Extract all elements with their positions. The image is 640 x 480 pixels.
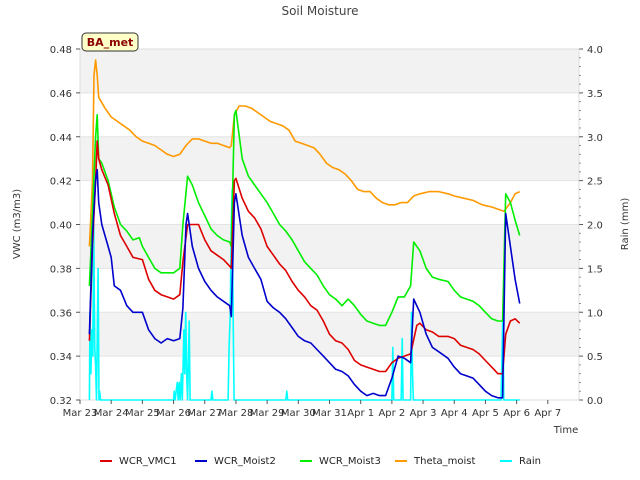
y-tick-label: 0.40 — [50, 221, 72, 232]
series-line-rain — [88, 188, 520, 401]
x-tick-label: Mar 23 — [63, 408, 98, 419]
plot-band — [80, 49, 579, 93]
station-badge: BA_met — [81, 32, 139, 52]
x-axis-title: Time — [553, 425, 578, 436]
series-line-wcr-moist2 — [88, 168, 521, 399]
tick-layer: 0.32 0.34 0.36 0.38 0.40 0.42 0.44 0.46 0.48 0.0 0… — [50, 45, 603, 419]
y-tick-label: 0.46 — [50, 89, 72, 100]
y-tick-label: 0.36 — [50, 308, 72, 319]
y2-tick-label: 2.5 — [587, 177, 603, 188]
x-tick-label: Mar 25 — [125, 408, 160, 419]
station-badge-box — [81, 32, 139, 52]
y-tick-label: 0.32 — [50, 396, 72, 407]
x-tick-label: Apr 1 — [347, 408, 374, 419]
x-tick-label: Mar 24 — [94, 408, 129, 419]
x-tick-label: Mar 27 — [187, 408, 222, 419]
x-tick-label: Apr 7 — [534, 408, 561, 419]
y2-axis-title: Rain (mm) — [620, 198, 631, 251]
y-tick-label: 0.48 — [50, 45, 72, 56]
y2-tick-label: 3.0 — [587, 133, 603, 144]
y-tick-label: 0.42 — [50, 177, 72, 188]
y2-tick-label: 0.0 — [587, 396, 603, 407]
x-tick-label: Mar 26 — [156, 408, 191, 419]
x-tick-label: Apr 5 — [472, 408, 499, 419]
plot-band — [80, 224, 579, 269]
y2-tick-label: 3.5 — [587, 89, 603, 100]
y-tick-label: 0.38 — [50, 264, 72, 275]
plot-band — [80, 268, 579, 313]
y2-tick-label: 1.0 — [587, 308, 603, 319]
x-tick-label: Mar 31 — [312, 408, 347, 419]
y2-tick-label: 0.5 — [587, 352, 603, 363]
y-tick-label: 0.44 — [50, 133, 72, 144]
legend-label-wcr-moist3: WCR_Moist3 — [319, 456, 381, 467]
series-line-wcr-moist3 — [88, 109, 521, 327]
y2-tick-label: 2.0 — [587, 221, 603, 232]
x-tick-label: Apr 4 — [441, 408, 468, 419]
x-tick-label: Apr 3 — [410, 408, 437, 419]
x-tick-label: Apr 6 — [503, 408, 530, 419]
plot-band — [80, 180, 579, 225]
legend: WCR_VMC1 WCR_Moist2 WCR_Moist3 Theta_moist R… — [100, 456, 541, 467]
series-line-theta-moist — [88, 59, 521, 247]
plot-bands — [80, 48, 579, 401]
legend-label-rain: Rain — [519, 456, 541, 467]
station-badge-label: BA_met — [87, 36, 134, 49]
chart-title: Soil Moisture — [281, 4, 358, 18]
y2-tick-label: 4.0 — [587, 45, 603, 56]
plot-band — [80, 136, 579, 181]
series-layer — [88, 59, 521, 401]
legend-label-wcr-moist2: WCR_Moist2 — [214, 456, 276, 467]
plot-band — [80, 92, 579, 137]
y-axis-title: VWC (m3/m3) — [12, 189, 23, 259]
x-tick-label: Mar 30 — [281, 408, 316, 419]
y2-tick-label: 1.5 — [587, 264, 603, 275]
x-tick-label: Mar 29 — [250, 408, 285, 419]
series-line-wcr-vmc1 — [88, 140, 521, 375]
legend-label-wcr-vmc1: WCR_VMC1 — [119, 456, 177, 467]
x-tick-label: Mar 28 — [219, 408, 254, 419]
y-tick-label: 0.34 — [50, 352, 72, 363]
legend-label-theta-moist: Theta_moist — [413, 456, 475, 467]
x-tick-label: Apr 2 — [378, 408, 405, 419]
